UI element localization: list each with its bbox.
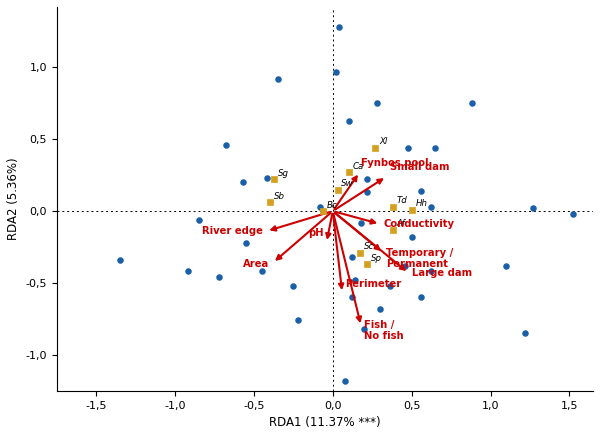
Text: Sb: Sb xyxy=(274,192,284,201)
Point xyxy=(359,325,369,332)
Point xyxy=(194,216,203,223)
Text: Sw: Sw xyxy=(341,179,354,188)
Point xyxy=(334,24,344,31)
Point xyxy=(371,144,380,151)
Point xyxy=(356,219,366,226)
Point xyxy=(431,144,440,151)
Text: Large dam: Large dam xyxy=(412,268,472,278)
Point xyxy=(347,294,356,301)
Point xyxy=(115,256,125,263)
Point xyxy=(293,317,303,324)
Text: Hh: Hh xyxy=(416,199,428,208)
Point xyxy=(221,141,230,148)
Text: Temporary /
Permanent: Temporary / Permanent xyxy=(386,249,454,269)
Point xyxy=(344,169,353,176)
Point xyxy=(355,249,364,256)
Point xyxy=(333,186,343,193)
Text: Sg: Sg xyxy=(278,169,289,178)
Point xyxy=(362,189,372,196)
Point xyxy=(341,377,350,384)
Point xyxy=(362,176,372,183)
Point xyxy=(404,144,413,151)
Point xyxy=(416,187,426,194)
Point xyxy=(502,262,511,269)
Point xyxy=(416,294,426,301)
Point xyxy=(350,276,359,283)
Text: River edge: River edge xyxy=(202,226,263,236)
Point xyxy=(265,199,274,206)
Point xyxy=(269,176,279,183)
Y-axis label: RDA2 (5.36%): RDA2 (5.36%) xyxy=(7,157,20,240)
Text: Fish /
No fish: Fish / No fish xyxy=(364,320,404,341)
Text: Td: Td xyxy=(397,196,407,205)
Text: Bc: Bc xyxy=(327,201,338,210)
Text: Sp: Sp xyxy=(371,254,382,263)
Point xyxy=(316,203,325,210)
Text: Fynbos pool: Fynbos pool xyxy=(361,158,428,168)
Point xyxy=(426,268,436,275)
X-axis label: RDA1 (11.37% ***): RDA1 (11.37% ***) xyxy=(269,416,381,429)
Point xyxy=(183,268,193,275)
Point xyxy=(388,226,398,233)
Point xyxy=(262,174,271,181)
Point xyxy=(407,206,416,213)
Point xyxy=(362,261,372,268)
Point xyxy=(407,233,416,240)
Point xyxy=(238,179,248,186)
Point xyxy=(347,254,356,261)
Text: pH: pH xyxy=(308,228,323,238)
Point xyxy=(214,274,224,281)
Point xyxy=(241,239,251,246)
Text: Perimeter: Perimeter xyxy=(346,279,401,289)
Point xyxy=(520,330,530,337)
Text: Af: Af xyxy=(397,219,406,228)
Point xyxy=(319,208,328,215)
Point xyxy=(344,117,353,124)
Text: Conductivity: Conductivity xyxy=(383,219,454,229)
Text: Ca: Ca xyxy=(352,162,364,170)
Point xyxy=(385,283,394,290)
Text: Area: Area xyxy=(244,259,269,269)
Text: Sc: Sc xyxy=(364,242,374,251)
Point xyxy=(401,262,410,269)
Point xyxy=(426,203,436,210)
Point xyxy=(568,211,577,218)
Point xyxy=(388,203,398,210)
Text: Xl: Xl xyxy=(379,137,388,146)
Point xyxy=(257,268,266,275)
Point xyxy=(331,68,341,75)
Point xyxy=(273,75,283,82)
Point xyxy=(467,100,476,107)
Point xyxy=(375,305,385,312)
Text: Small dam: Small dam xyxy=(389,162,449,172)
Point xyxy=(289,283,298,290)
Point xyxy=(353,409,363,416)
Point xyxy=(529,205,538,212)
Point xyxy=(372,100,382,107)
